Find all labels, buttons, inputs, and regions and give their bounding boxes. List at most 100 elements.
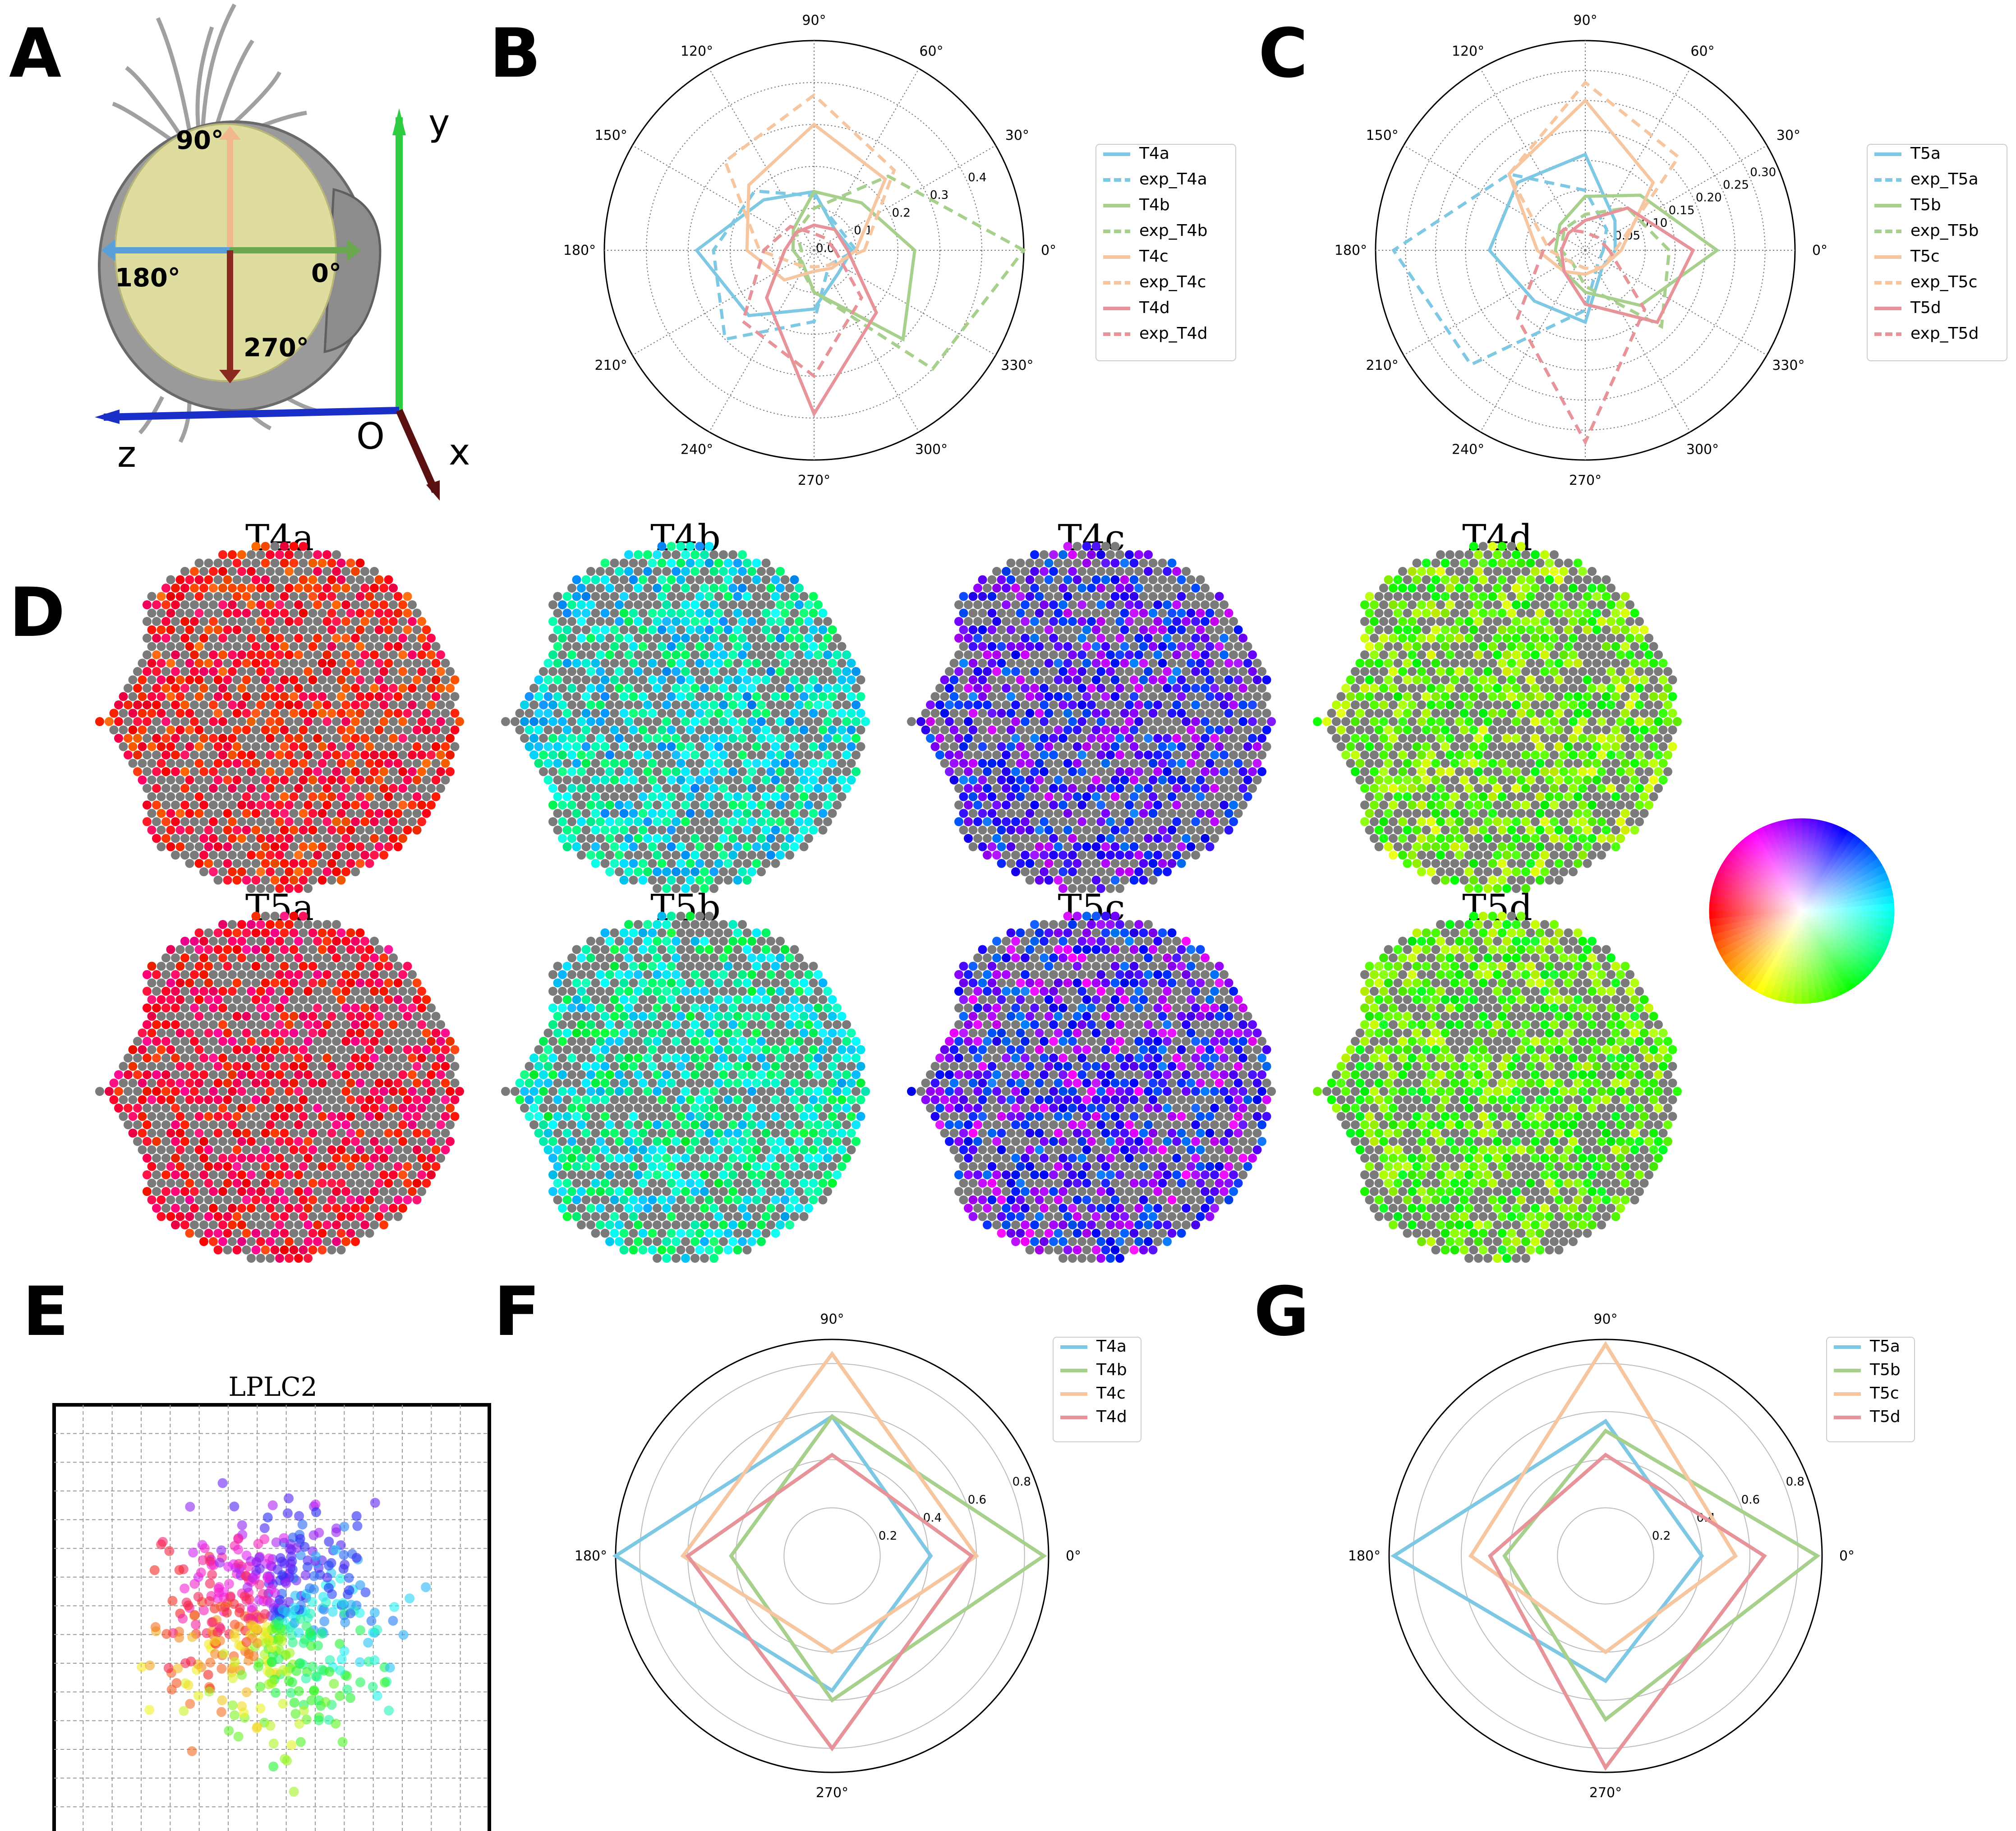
hex-cell [959,759,968,768]
hex-cell [417,734,426,743]
hex-cell [983,634,992,643]
hex-cell [973,684,982,693]
hex-cell [417,684,426,693]
hex-cell [983,600,992,609]
hex-cell [1196,809,1205,818]
hex-cell [285,717,294,726]
hex-cell [1569,834,1578,843]
hex-cell [1040,834,1049,843]
hex-cell [1262,742,1271,751]
hex-cell [615,717,624,726]
hex-cell [690,867,700,876]
hex-cell [1182,600,1191,609]
hex-cell [1120,725,1129,735]
hex-cell [1129,658,1139,668]
hex-cell [1163,684,1172,693]
hex-cell [728,750,737,759]
hex-cell [615,584,624,593]
hex-cell [667,558,676,568]
hex-cell [1139,675,1148,685]
hex-cell [780,825,790,835]
hex-cell [553,759,562,768]
hex-cell [567,834,576,843]
hex-cell [591,575,600,584]
hex-cell [336,792,346,801]
hex-cell [1644,650,1653,659]
hex-cell [336,692,346,701]
hex-cell [818,775,828,785]
hex-cell [280,692,289,701]
hex-cell [247,650,256,659]
hex-cell [553,592,562,601]
hex-cell [1564,575,1573,584]
hex-cell [704,825,714,835]
hex-cell [1540,567,1549,576]
hex-cell [1220,767,1229,776]
hex-cell [1502,567,1511,576]
hex-cell [318,859,327,868]
hex-cell [322,834,331,843]
hex-cell [166,809,175,818]
hex-cell [1635,700,1644,709]
hex-cell [1191,667,1200,676]
hex-cell [270,875,280,885]
hex-cell [1049,684,1058,693]
hex-cell [1006,592,1016,601]
hex-cell [714,842,723,851]
hex-cell [992,767,1001,776]
hex-cell [823,634,832,643]
hex-cell [709,717,718,726]
hex-cell [1531,567,1540,576]
hex-cell [1374,842,1384,851]
hex-cell [1417,684,1426,693]
hex-cell [1559,600,1568,609]
hex-cell [1474,667,1483,676]
hex-cell [814,634,823,643]
hex-cell [332,634,341,643]
hex-cell [1068,817,1077,826]
hex-cell [1588,800,1597,810]
hex-cell [695,575,704,584]
hex-cell [237,734,246,743]
hex-cell [945,717,954,726]
hex-cell [605,634,614,643]
hex-cell [370,851,379,860]
hex-cell [1559,834,1568,843]
hex-cell [147,642,156,651]
hex-cell [1483,550,1492,559]
hex-cell [384,708,393,718]
hex-cell [1516,608,1526,618]
hex-cell [757,600,766,609]
hex-cell [270,759,280,768]
hex-cell [336,775,346,785]
hex-cell [1163,650,1172,659]
hex-cell [427,717,436,726]
hex-cell [1177,692,1186,701]
hex-cell [1191,800,1200,810]
hex-cell [275,600,284,609]
hex-cell [275,784,284,793]
hex-cell [1578,667,1587,676]
hex-cell [643,767,652,776]
hex-cell [1531,750,1540,759]
hex-cell [997,825,1006,835]
hex-cell [1025,775,1035,785]
hex-cell [1163,767,1172,776]
hex-cell [1502,600,1511,609]
hex-cell [624,750,633,759]
hex-cell [422,692,431,701]
hex-cell [643,634,652,643]
hex-cell [700,734,709,743]
hex-cell [610,759,619,768]
hex-cell [1488,692,1497,701]
hex-cell [1507,625,1516,635]
hex-cell [417,750,426,759]
hex-cell [1224,725,1234,735]
hex-cell [1153,567,1162,576]
hex-cell [1611,725,1620,735]
hex-cell [446,767,455,776]
hex-cell [1120,575,1129,584]
hex-cell [676,842,686,851]
hex-cell [1526,859,1535,868]
hex-cell [161,817,170,826]
